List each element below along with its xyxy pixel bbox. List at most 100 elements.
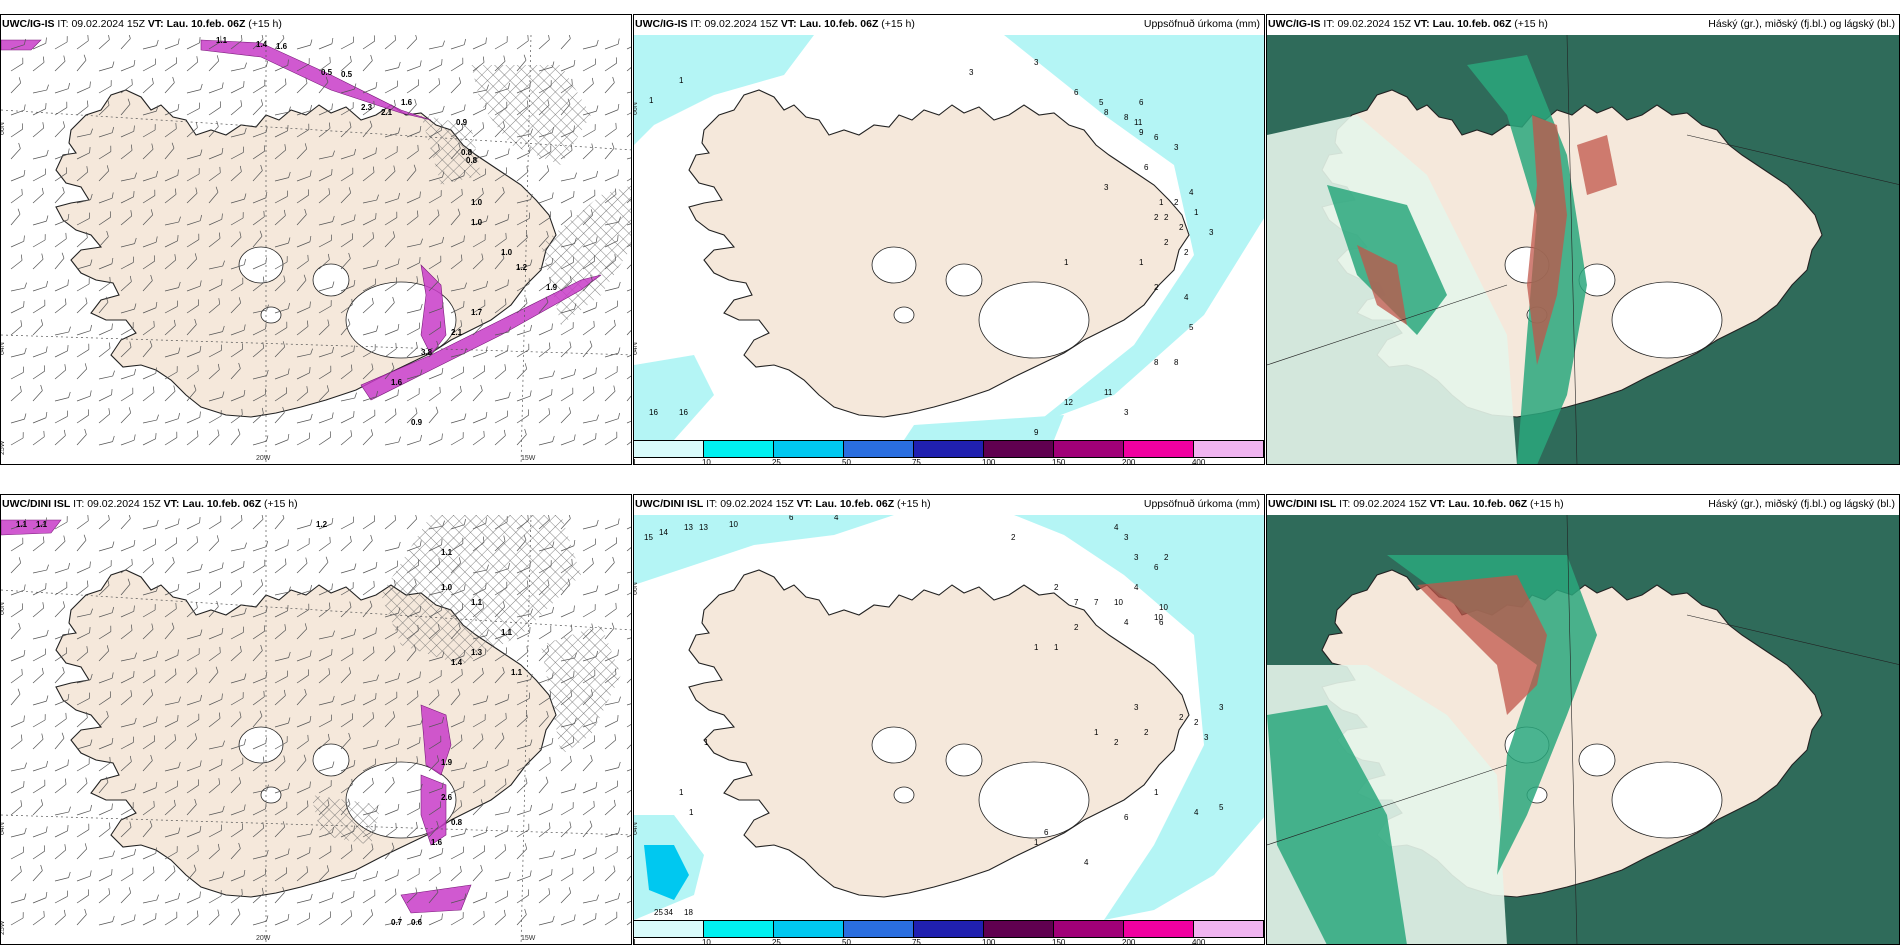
colorbar-tick-label: 400 — [1191, 458, 1206, 465]
precip-value: 1 — [679, 76, 684, 85]
wind-barb — [10, 781, 25, 794]
wind-barb — [582, 209, 594, 226]
wind-barb — [362, 889, 376, 904]
wind-barb — [494, 778, 507, 794]
wind-barb — [296, 189, 309, 204]
wind-barb — [340, 844, 353, 860]
wind-barb — [186, 121, 198, 138]
wind-barb — [538, 691, 551, 706]
icing-value: 1.4 — [256, 40, 268, 49]
wind-barb — [120, 434, 136, 446]
wind-barb — [472, 280, 488, 292]
lat-label: 64N — [634, 342, 639, 355]
wind-barb — [98, 126, 114, 138]
wind-barb — [252, 671, 268, 684]
wind-barb — [98, 230, 109, 248]
wind-barb — [252, 276, 265, 292]
wind-barb — [406, 407, 418, 424]
wind-barb — [516, 81, 531, 94]
wind-barb — [604, 385, 616, 402]
wind-barb — [142, 847, 157, 860]
wind-barb — [626, 765, 631, 772]
wind-barb — [32, 891, 48, 904]
colorbar-cell — [774, 441, 844, 457]
wind-barb — [582, 650, 598, 662]
wind-barb — [428, 275, 440, 292]
wind-barb — [494, 693, 510, 706]
wind-barb — [120, 275, 132, 292]
wind-barb — [516, 428, 527, 446]
wind-barb — [54, 666, 65, 684]
wind-barb — [230, 692, 244, 706]
wind-barb — [340, 891, 355, 904]
wind-barb — [626, 804, 631, 816]
glacier-outline — [871, 246, 917, 284]
wind-barb — [252, 79, 266, 94]
glacier-outline — [1578, 743, 1616, 777]
colorbar-tick-label: 1 — [634, 938, 636, 944]
wind-barb — [318, 845, 332, 860]
wind-barb — [362, 297, 374, 314]
wind-barb — [604, 696, 621, 706]
wind-barb — [538, 869, 553, 882]
precip-value: 2 — [1179, 223, 1184, 232]
precip-value: 3 — [1134, 703, 1139, 712]
wind-barb — [516, 390, 532, 402]
wind-barb — [54, 562, 70, 574]
wind-barb — [120, 341, 132, 358]
wind-barb — [428, 124, 443, 138]
wind-barb — [76, 297, 88, 314]
wind-barb — [186, 910, 199, 926]
precip-value: 25 — [654, 908, 663, 917]
icing-area — [400, 884, 472, 914]
wind-barb — [516, 259, 533, 270]
wind-barb — [516, 363, 528, 380]
graticule-line — [1, 589, 631, 631]
wind-barb — [362, 580, 375, 596]
precip-value: 10 — [1159, 603, 1168, 612]
wind-barb — [32, 411, 48, 424]
wind-barb — [384, 626, 398, 640]
wind-barb — [384, 362, 395, 380]
wind-barb — [472, 826, 488, 838]
wind-barb — [494, 326, 511, 336]
wind-barb — [362, 81, 378, 94]
wind-barb — [538, 625, 552, 640]
wind-barb — [98, 850, 115, 860]
icing-area — [420, 704, 452, 776]
wind-barb — [516, 889, 529, 904]
wind-barb — [516, 692, 531, 706]
precip-value: 12 — [1064, 398, 1073, 407]
wind-barb — [32, 826, 48, 838]
wind-barb — [208, 562, 224, 574]
wind-barb — [318, 536, 331, 552]
wind-barb — [208, 391, 225, 402]
wind-barb — [318, 56, 331, 72]
wind-barb — [538, 776, 549, 794]
wind-barb — [340, 798, 351, 816]
wind-barb — [142, 367, 157, 380]
wind-barb — [54, 279, 69, 292]
wind-barb — [538, 389, 553, 402]
icing-value: 1.6 — [401, 98, 413, 107]
wind-barb — [120, 605, 135, 618]
wind-barb — [54, 345, 69, 358]
wind-barb — [252, 145, 265, 160]
wind-barb — [54, 364, 67, 380]
wind-barb — [384, 803, 400, 816]
wind-barb — [142, 39, 159, 50]
icing-value: 1.6 — [276, 42, 288, 51]
wind-barb — [54, 36, 68, 50]
wind-barb — [10, 169, 26, 182]
wind-barb — [164, 169, 179, 182]
wind-barb — [76, 711, 88, 728]
wind-barb — [186, 102, 201, 116]
wind-barb — [494, 712, 507, 728]
wind-barb — [120, 172, 137, 182]
precip-colorbar: 1 10 25 50 75 100 150 200 400 — [634, 920, 1264, 944]
wind-barb — [384, 231, 396, 248]
wind-barb — [494, 232, 507, 248]
precip-value: 3 — [1124, 408, 1129, 417]
wind-barb — [274, 717, 291, 728]
wind-barb — [142, 689, 154, 706]
